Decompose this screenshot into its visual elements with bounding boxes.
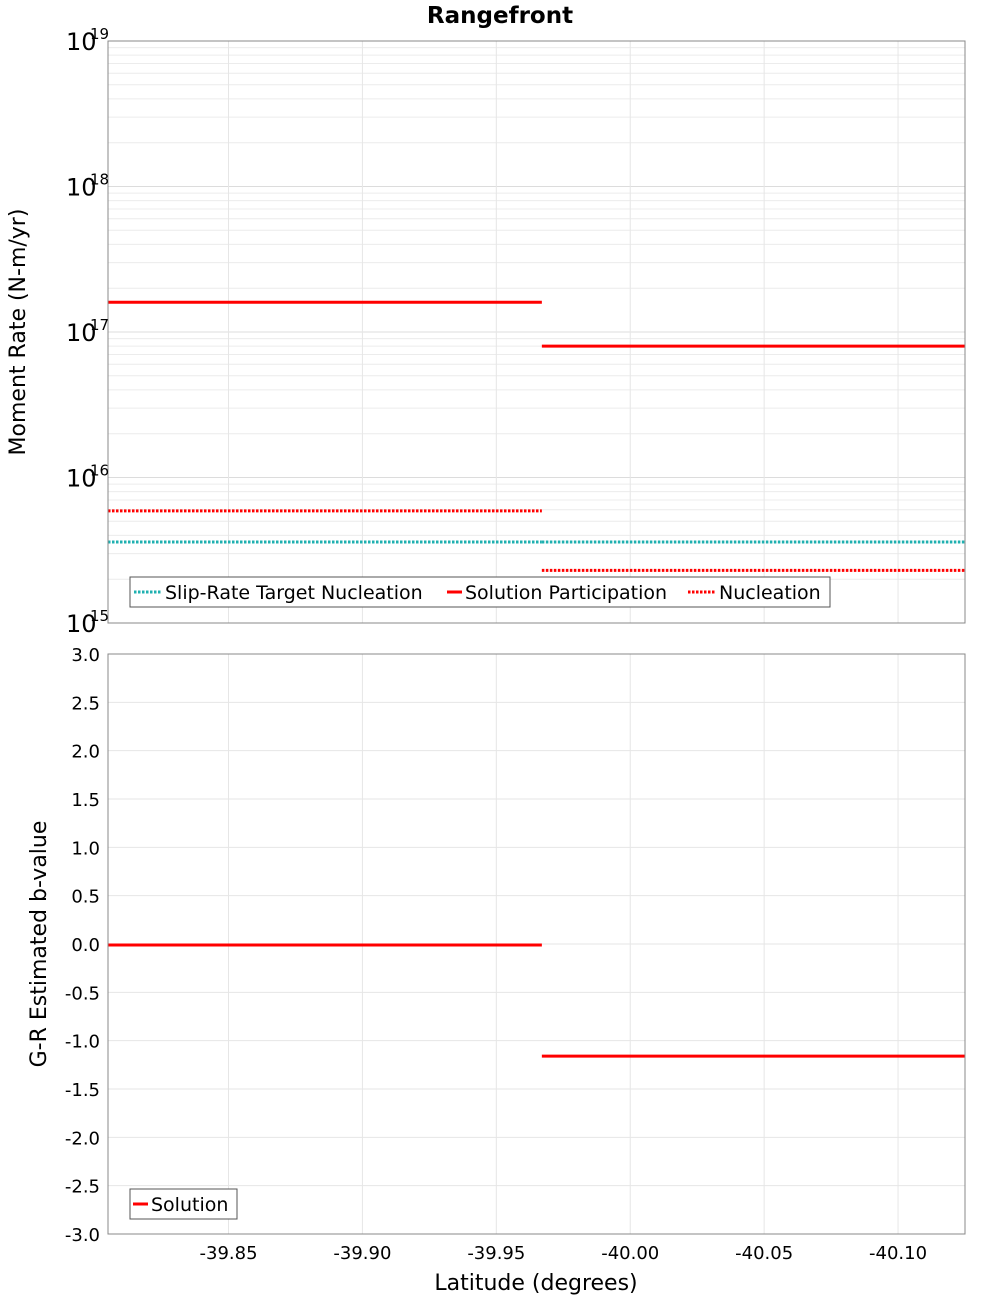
legend-label-solution-participation: Solution Participation bbox=[465, 582, 667, 604]
y-tick-label: 1.0 bbox=[71, 838, 100, 859]
b-value-y-ticks: 3.0 2.5 2.0 1.5 1.0 0.5 0.0 -0.5 -1.0 -1.5 -2.0 -2.… bbox=[65, 645, 100, 1246]
x-tick-label: -39.95 bbox=[467, 1243, 525, 1264]
y-tick-label: -0.5 bbox=[65, 983, 100, 1004]
y-tick-base: 10 bbox=[66, 465, 97, 493]
y-tick-label: 2.0 bbox=[71, 742, 100, 763]
y-tick-label: -1.0 bbox=[65, 1032, 100, 1053]
x-tick-label: -39.90 bbox=[333, 1243, 391, 1264]
x-tick-label: -40.10 bbox=[869, 1243, 927, 1264]
y-tick-exponent: 16 bbox=[90, 462, 109, 480]
x-tick-label: -40.00 bbox=[601, 1243, 659, 1264]
y-tick-exponent: 19 bbox=[90, 25, 109, 43]
y-tick-label: -1.5 bbox=[65, 1080, 100, 1101]
latitude-x-axis-label: Latitude (degrees) bbox=[434, 1271, 637, 1296]
y-tick-label: 3.0 bbox=[71, 645, 100, 666]
latitude-x-ticks: -39.85 -39.90 -39.95 -40.00 -40.05 -40.10 bbox=[200, 1243, 928, 1264]
b-value-series bbox=[108, 943, 965, 1058]
y-tick-exponent: 18 bbox=[90, 171, 109, 189]
y-tick-label: 2.5 bbox=[71, 693, 100, 714]
y-tick-label: -2.5 bbox=[65, 1177, 100, 1198]
moment-rate-y-axis-label: Moment Rate (N-m/yr) bbox=[6, 209, 31, 456]
x-tick-label: -39.85 bbox=[200, 1243, 258, 1264]
b-value-legend: Solution bbox=[129, 1188, 238, 1220]
y-tick-base: 10 bbox=[66, 319, 97, 347]
legend-label-slip-rate-target-nucleation: Slip-Rate Target Nucleation bbox=[165, 582, 423, 604]
chart-title: Rangefront bbox=[427, 3, 573, 29]
y-tick-label: 1.5 bbox=[71, 790, 100, 811]
b-value-y-axis-label: G-R Estimated b-value bbox=[27, 821, 52, 1068]
legend-label-nucleation: Nucleation bbox=[719, 582, 821, 604]
y-tick-base: 10 bbox=[66, 28, 97, 56]
y-tick-label: -2.0 bbox=[65, 1128, 100, 1149]
moment-rate-legend: Slip-Rate Target Nucleation Solution Par… bbox=[129, 576, 831, 608]
b-value-plot-frame bbox=[107, 653, 966, 1235]
legend-label-solution: Solution bbox=[151, 1194, 228, 1216]
moment-rate-grid bbox=[108, 40, 965, 624]
y-tick-base: 10 bbox=[66, 610, 97, 638]
y-tick-label: 0.0 bbox=[71, 935, 100, 956]
moment-rate-plot-frame bbox=[107, 40, 966, 624]
y-tick-label: 0.5 bbox=[71, 887, 100, 908]
x-tick-label: -40.05 bbox=[735, 1243, 793, 1264]
b-value-panel: 3.0 2.5 2.0 1.5 1.0 0.5 0.0 -0.5 -1.0 -1.5 -2.0 -2.… bbox=[27, 645, 966, 1296]
y-tick-label: -3.0 bbox=[65, 1225, 100, 1246]
y-tick-exponent: 17 bbox=[90, 316, 109, 334]
y-tick-exponent: 15 bbox=[90, 607, 109, 625]
y-tick-base: 10 bbox=[66, 174, 97, 202]
moment-rate-series bbox=[108, 300, 965, 572]
